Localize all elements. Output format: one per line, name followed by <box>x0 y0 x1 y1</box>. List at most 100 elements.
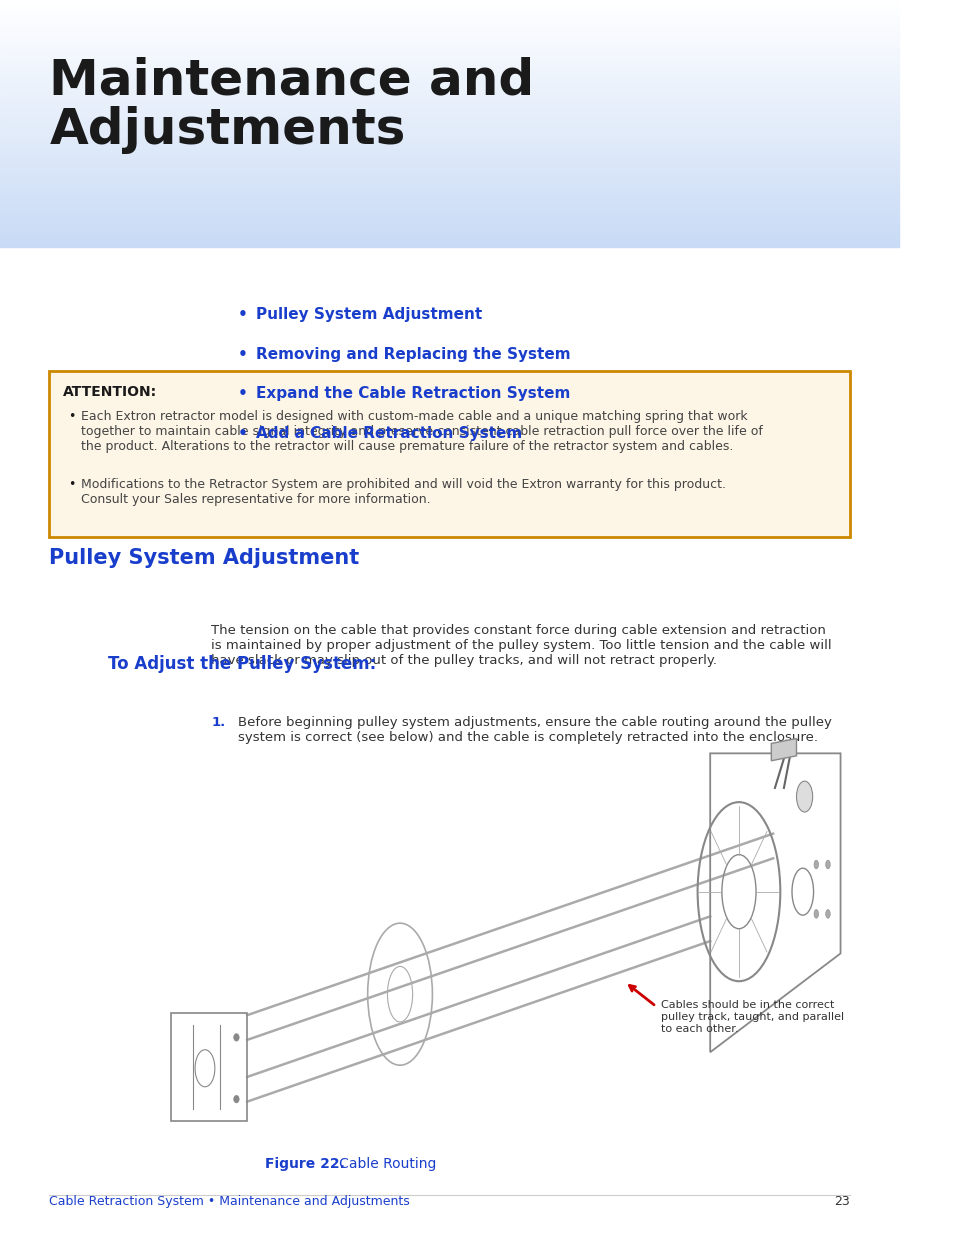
Text: •: • <box>237 308 248 322</box>
Bar <box>0 12 898 15</box>
Text: Add a Cable Retraction System: Add a Cable Retraction System <box>256 426 522 441</box>
Text: Maintenance and: Maintenance and <box>50 57 534 105</box>
Text: •: • <box>237 347 248 362</box>
Bar <box>0 119 898 121</box>
Bar <box>0 180 898 183</box>
Bar <box>0 25 898 27</box>
Bar <box>0 212 898 215</box>
Text: 23: 23 <box>833 1194 848 1208</box>
Bar <box>0 133 898 136</box>
Bar <box>0 225 898 227</box>
Bar <box>0 128 898 131</box>
Bar <box>0 96 898 99</box>
Bar <box>0 15 898 17</box>
Bar <box>0 84 898 86</box>
Bar <box>0 77 898 79</box>
Text: Modifications to the Retractor System are prohibited and will void the Extron wa: Modifications to the Retractor System ar… <box>81 478 725 506</box>
Bar <box>0 203 898 205</box>
Bar <box>0 49 898 52</box>
Text: Adjustments: Adjustments <box>50 106 405 154</box>
Bar <box>0 99 898 101</box>
Bar <box>0 35 898 37</box>
Bar <box>0 91 898 94</box>
Bar <box>0 40 898 42</box>
Bar <box>0 220 898 222</box>
Bar <box>0 170 898 173</box>
Ellipse shape <box>825 909 829 919</box>
Text: ATTENTION:: ATTENTION: <box>63 385 157 399</box>
Text: 1.: 1. <box>211 716 225 730</box>
Bar <box>0 47 898 49</box>
Bar <box>0 153 898 156</box>
Ellipse shape <box>233 1034 239 1041</box>
Text: Cable Retraction System • Maintenance and Adjustments: Cable Retraction System • Maintenance an… <box>50 1194 410 1208</box>
Bar <box>0 67 898 69</box>
Bar <box>0 54 898 57</box>
Bar <box>0 183 898 185</box>
Ellipse shape <box>825 860 829 869</box>
Bar <box>0 245 898 247</box>
Bar <box>0 57 898 59</box>
Bar <box>0 111 898 114</box>
Bar <box>0 126 898 128</box>
Bar <box>0 185 898 188</box>
Bar <box>0 79 898 82</box>
Bar <box>0 0 898 2</box>
Bar <box>0 198 898 200</box>
Ellipse shape <box>796 782 812 813</box>
Bar <box>0 44 898 47</box>
Text: Removing and Replacing the System: Removing and Replacing the System <box>256 347 570 362</box>
Bar <box>0 94 898 96</box>
Bar <box>0 74 898 77</box>
Text: Before beginning pulley system adjustments, ensure the cable routing around the : Before beginning pulley system adjustmen… <box>238 716 831 745</box>
Text: Each Extron retractor model is designed with custom-made cable and a unique matc: Each Extron retractor model is designed … <box>81 410 762 453</box>
Text: Expand the Cable Retraction System: Expand the Cable Retraction System <box>256 387 570 401</box>
Bar <box>0 10 898 12</box>
Ellipse shape <box>233 1095 239 1103</box>
Text: The tension on the cable that provides constant force during cable extension and: The tension on the cable that provides c… <box>211 624 831 667</box>
Bar <box>0 109 898 111</box>
Text: To Adjust the Pulley System:: To Adjust the Pulley System: <box>108 655 375 673</box>
Bar <box>0 217 898 220</box>
Bar <box>0 101 898 104</box>
Bar <box>0 240 898 242</box>
Polygon shape <box>771 739 796 761</box>
Bar <box>0 72 898 74</box>
Text: Pulley System Adjustment: Pulley System Adjustment <box>50 548 359 568</box>
Bar <box>0 148 898 151</box>
Bar <box>0 173 898 175</box>
Bar <box>0 222 898 225</box>
Bar <box>0 230 898 232</box>
Bar <box>0 141 898 143</box>
Text: •: • <box>237 387 248 401</box>
Ellipse shape <box>813 909 818 919</box>
Bar <box>0 20 898 22</box>
Bar <box>0 168 898 170</box>
Bar <box>0 175 898 178</box>
Bar <box>0 52 898 54</box>
Bar <box>0 237 898 240</box>
Bar <box>0 104 898 106</box>
Bar <box>0 143 898 146</box>
Bar <box>0 232 898 235</box>
Bar <box>0 200 898 203</box>
Bar <box>0 116 898 119</box>
Bar <box>0 124 898 126</box>
Bar <box>0 158 898 161</box>
Text: Cables should be in the correct
pulley track, taught, and parallel
to each other: Cables should be in the correct pulley t… <box>660 1000 843 1034</box>
Text: Pulley System Adjustment: Pulley System Adjustment <box>256 308 482 322</box>
Ellipse shape <box>813 860 818 869</box>
Text: •: • <box>237 426 248 441</box>
Bar <box>0 7 898 10</box>
Bar <box>0 62 898 64</box>
Bar <box>0 138 898 141</box>
Bar <box>0 32 898 35</box>
Bar <box>0 30 898 32</box>
Bar <box>0 5 898 7</box>
FancyBboxPatch shape <box>50 370 848 537</box>
Text: Figure 22.: Figure 22. <box>265 1157 345 1171</box>
Bar <box>0 178 898 180</box>
Bar <box>0 37 898 40</box>
Bar <box>0 165 898 168</box>
Bar <box>0 235 898 237</box>
